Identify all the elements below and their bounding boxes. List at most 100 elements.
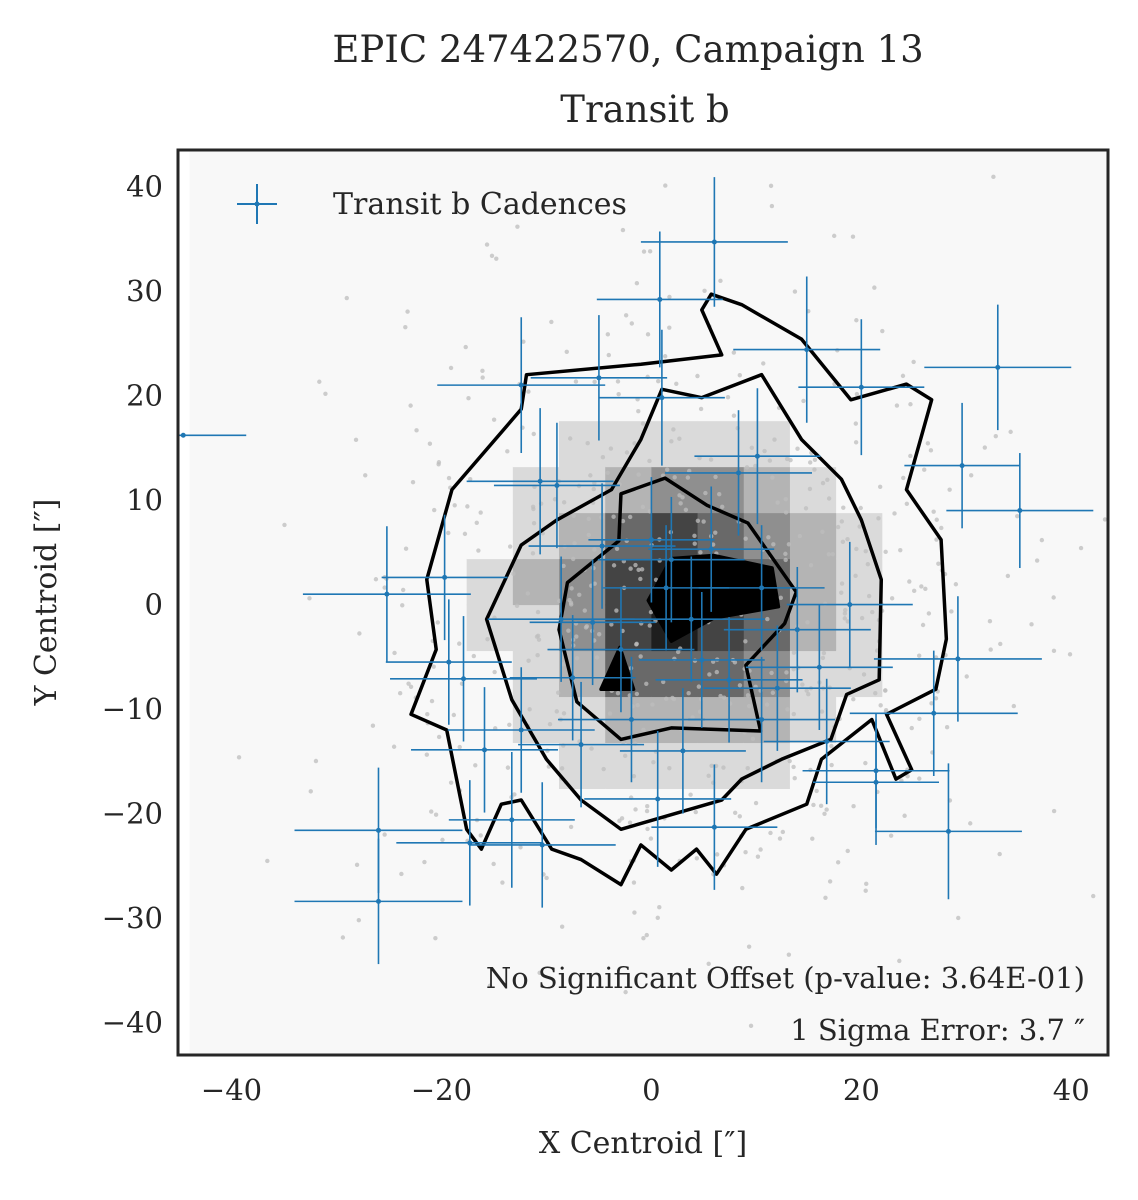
histogram-cell <box>374 880 421 927</box>
histogram-cell <box>466 512 514 560</box>
histogram-cell <box>882 604 930 652</box>
histogram-cell <box>928 558 976 606</box>
cadence-marker <box>537 478 543 484</box>
histogram-cell <box>235 328 283 376</box>
background-point <box>544 875 549 881</box>
histogram-cell <box>974 972 1022 1019</box>
background-point <box>586 516 591 522</box>
histogram-cell <box>281 512 329 560</box>
histogram-cell <box>189 834 237 881</box>
background-point <box>873 690 878 696</box>
background-point <box>667 765 672 771</box>
cadence-point <box>703 625 851 751</box>
cadence-point <box>411 687 558 813</box>
histogram-cell <box>974 742 1022 790</box>
histogram-cell <box>189 512 237 560</box>
background-point <box>916 653 922 658</box>
histogram-cell <box>928 150 976 192</box>
background-point <box>600 455 606 460</box>
histogram-cell <box>466 972 514 1019</box>
background-point <box>663 183 668 188</box>
background-point <box>706 773 711 779</box>
histogram-cell <box>328 558 375 606</box>
background-point <box>574 655 580 661</box>
background-point <box>588 473 593 478</box>
background-point <box>720 504 725 510</box>
cadence-marker <box>931 710 937 716</box>
background-point <box>784 670 789 675</box>
histogram-cell <box>1067 604 1108 652</box>
histogram-cell <box>697 650 745 698</box>
cadence-point <box>466 408 614 555</box>
histogram-cell <box>605 150 652 192</box>
histogram-cell <box>189 420 237 468</box>
histogram-cell <box>789 880 837 927</box>
background-point <box>433 935 438 941</box>
background-point <box>487 983 493 988</box>
histogram-cell <box>882 972 930 1019</box>
histogram-cell <box>743 466 791 514</box>
background-point <box>717 492 722 497</box>
background-point <box>492 669 497 675</box>
background-point <box>672 475 677 480</box>
background-point <box>382 585 387 590</box>
background-point <box>842 611 848 616</box>
background-point <box>641 936 646 941</box>
background-point <box>403 546 409 551</box>
background-point <box>605 332 611 337</box>
histogram-cell <box>882 420 930 468</box>
background-point <box>791 650 797 655</box>
cadence-marker <box>699 657 705 663</box>
histogram-cell <box>928 282 976 330</box>
background-point <box>743 849 748 855</box>
background-point <box>656 378 661 384</box>
background-point <box>1029 622 1034 627</box>
histogram-cell <box>882 328 930 376</box>
background-point <box>567 597 572 603</box>
histogram-cell <box>328 742 375 790</box>
background-point <box>731 413 737 418</box>
background-point <box>629 321 635 326</box>
background-point <box>623 313 629 318</box>
background-point <box>761 361 766 366</box>
background-point <box>783 557 788 563</box>
background-point <box>609 622 614 627</box>
background-point <box>819 709 825 714</box>
cadence-marker <box>759 585 765 591</box>
cadence-marker <box>663 585 669 591</box>
histogram-cell <box>1020 558 1068 606</box>
background-point <box>512 792 517 797</box>
histogram-cell <box>374 190 421 238</box>
background-point <box>564 349 569 354</box>
background-point <box>768 830 773 836</box>
histogram-cell <box>928 190 976 238</box>
background-point <box>866 593 872 599</box>
background-point <box>353 437 359 443</box>
background-point <box>928 1138 932 1142</box>
histogram-cell <box>651 236 699 284</box>
cadence-point <box>786 541 913 668</box>
histogram-cell <box>189 742 237 790</box>
histogram-cell <box>281 374 329 422</box>
background-point <box>448 780 454 785</box>
histogram-cell <box>281 150 329 192</box>
background-point <box>931 509 936 514</box>
y-tick-label: 30 <box>126 274 163 308</box>
histogram-cell <box>235 150 283 192</box>
background-point <box>922 467 927 472</box>
histogram-cell <box>374 282 421 330</box>
histogram-cell <box>697 190 745 238</box>
background-point <box>877 484 883 489</box>
background-point <box>823 895 828 900</box>
histogram-cell <box>836 834 883 881</box>
histogram-cell <box>512 972 560 1019</box>
histogram-cell <box>1067 558 1108 606</box>
background-point <box>854 546 859 552</box>
histogram-cell <box>512 236 560 284</box>
background-point <box>864 881 869 887</box>
histogram-cell <box>559 512 606 560</box>
histogram-cell <box>743 328 791 376</box>
cadence-point <box>302 526 471 663</box>
cadence-marker <box>570 675 576 681</box>
cadence-marker <box>754 453 760 459</box>
